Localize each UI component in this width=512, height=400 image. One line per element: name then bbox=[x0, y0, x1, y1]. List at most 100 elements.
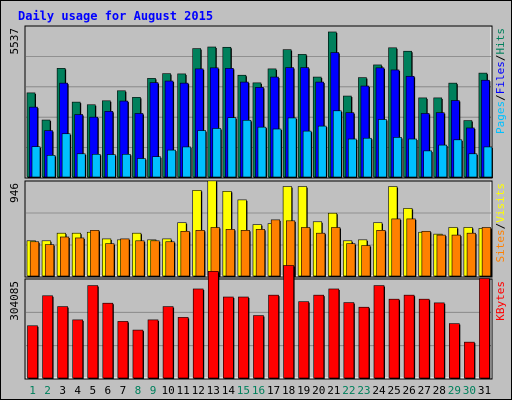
bar-kbytes-day-2 bbox=[42, 295, 54, 379]
bar-pages-day-17 bbox=[272, 128, 283, 178]
day-label-4: 4 bbox=[74, 384, 81, 397]
day-label-5: 5 bbox=[89, 384, 96, 397]
bar-sites-day-6 bbox=[105, 243, 116, 277]
bar-sites-day-13 bbox=[210, 227, 221, 277]
bar-kbytes-day-19 bbox=[298, 301, 310, 379]
series-legend: KBytes bbox=[494, 281, 507, 321]
bar-pages-day-19 bbox=[302, 130, 313, 178]
bar-pages-day-26 bbox=[408, 138, 418, 178]
bar-sites-day-22 bbox=[346, 243, 357, 277]
bar-kbytes-day-5 bbox=[87, 285, 99, 379]
legend-visits: Visits bbox=[494, 183, 507, 223]
bar-sites-day-29 bbox=[451, 234, 462, 277]
bar-kbytes-day-1 bbox=[27, 325, 39, 379]
bar-pages-day-15 bbox=[242, 120, 252, 178]
bar-pages-day-28 bbox=[438, 144, 448, 178]
bar-kbytes-day-21 bbox=[328, 288, 340, 379]
day-label-1: 1 bbox=[29, 384, 36, 397]
bar-sites-day-28 bbox=[436, 234, 447, 277]
bar-kbytes-day-28 bbox=[433, 302, 446, 379]
bar-pages-day-7 bbox=[122, 154, 132, 178]
bar-sites-day-7 bbox=[120, 238, 131, 277]
day-label-21: 21 bbox=[327, 384, 340, 397]
bar-kbytes-day-31 bbox=[479, 278, 491, 379]
bar-kbytes-day-18 bbox=[283, 265, 295, 379]
bar-pages-day-25 bbox=[393, 137, 403, 178]
legend-kbytes: KBytes bbox=[494, 281, 507, 321]
day-label-22: 22 bbox=[342, 384, 355, 397]
bar-pages-day-14 bbox=[227, 117, 237, 178]
legend-pages: Pages bbox=[494, 101, 507, 134]
bar-pages-day-30 bbox=[468, 153, 478, 178]
bar-pages-day-29 bbox=[453, 139, 463, 178]
day-label-24: 24 bbox=[372, 384, 386, 397]
bar-sites-day-1 bbox=[29, 241, 40, 277]
bar-pages-day-8 bbox=[137, 158, 147, 178]
bar-kbytes-day-8 bbox=[132, 329, 144, 379]
bar-sites-day-16 bbox=[255, 229, 266, 277]
day-label-10: 10 bbox=[161, 384, 174, 397]
chart-title: Daily usage for August 2015 bbox=[18, 9, 213, 23]
bar-sites-day-2 bbox=[44, 244, 55, 277]
bar-kbytes-day-23 bbox=[358, 306, 370, 379]
bar-sites-day-26 bbox=[406, 218, 417, 277]
axis-max-label: 304085 bbox=[8, 281, 21, 321]
bar-pages-day-6 bbox=[107, 154, 117, 178]
bar-pages-day-18 bbox=[287, 117, 298, 178]
bar-pages-day-23 bbox=[363, 137, 373, 178]
bar-pages-day-22 bbox=[348, 138, 358, 178]
bar-sites-day-25 bbox=[391, 218, 402, 277]
bar-sites-day-8 bbox=[135, 240, 146, 277]
bar-pages-day-31 bbox=[483, 146, 493, 178]
legend-separator: / bbox=[494, 55, 507, 62]
bar-sites-day-31 bbox=[481, 227, 492, 277]
bar-pages-day-9 bbox=[152, 156, 162, 178]
bar-kbytes-day-22 bbox=[343, 302, 355, 379]
day-label-14: 14 bbox=[222, 384, 236, 397]
bar-pages-day-16 bbox=[257, 126, 267, 178]
bar-sites-day-30 bbox=[466, 232, 477, 277]
bar-sites-day-5 bbox=[90, 230, 100, 277]
bar-sites-day-20 bbox=[316, 232, 326, 277]
bar-kbytes-day-9 bbox=[147, 319, 160, 379]
bar-sites-day-11 bbox=[180, 230, 191, 277]
day-label-28: 28 bbox=[433, 384, 446, 397]
bar-pages-day-13 bbox=[212, 128, 222, 178]
bar-kbytes-day-27 bbox=[418, 298, 431, 379]
bar-pages-day-11 bbox=[182, 146, 192, 178]
bar-kbytes-day-16 bbox=[253, 315, 265, 379]
day-label-2: 2 bbox=[44, 384, 51, 397]
legend-sites: Sites bbox=[494, 229, 507, 262]
bar-kbytes-day-26 bbox=[403, 294, 416, 379]
bar-pages-day-21 bbox=[332, 110, 343, 178]
series-legend: Sites/Visits bbox=[494, 183, 507, 263]
day-label-26: 26 bbox=[403, 384, 416, 397]
bar-pages-day-4 bbox=[76, 153, 87, 178]
day-label-20: 20 bbox=[312, 384, 325, 397]
legend-files: Files bbox=[494, 61, 507, 94]
bar-sites-day-4 bbox=[75, 237, 85, 277]
day-label-7: 7 bbox=[120, 384, 127, 397]
day-label-15: 15 bbox=[237, 384, 250, 397]
legend-separator: / bbox=[494, 223, 507, 230]
bar-pages-day-20 bbox=[317, 125, 328, 178]
bar-sites-day-9 bbox=[150, 240, 161, 277]
day-label-13: 13 bbox=[207, 384, 220, 397]
bar-sites-day-23 bbox=[361, 245, 372, 277]
bar-sites-day-3 bbox=[60, 236, 70, 277]
day-label-27: 27 bbox=[418, 384, 431, 397]
bar-sites-day-24 bbox=[376, 230, 387, 277]
day-label-25: 25 bbox=[387, 384, 400, 397]
bar-pages-day-1 bbox=[31, 146, 41, 178]
bar-sites-day-12 bbox=[195, 230, 206, 277]
panel-kbytes: 304085 KBytes bbox=[8, 265, 507, 380]
day-label-19: 19 bbox=[297, 384, 310, 397]
day-label-11: 11 bbox=[177, 384, 190, 397]
axis-max-label: 5537 bbox=[8, 28, 21, 55]
bar-sites-day-15 bbox=[240, 230, 251, 277]
legend-separator: / bbox=[494, 94, 507, 101]
bar-kbytes-day-29 bbox=[449, 323, 461, 379]
bar-kbytes-day-15 bbox=[238, 296, 250, 379]
day-label-31: 31 bbox=[478, 384, 491, 397]
